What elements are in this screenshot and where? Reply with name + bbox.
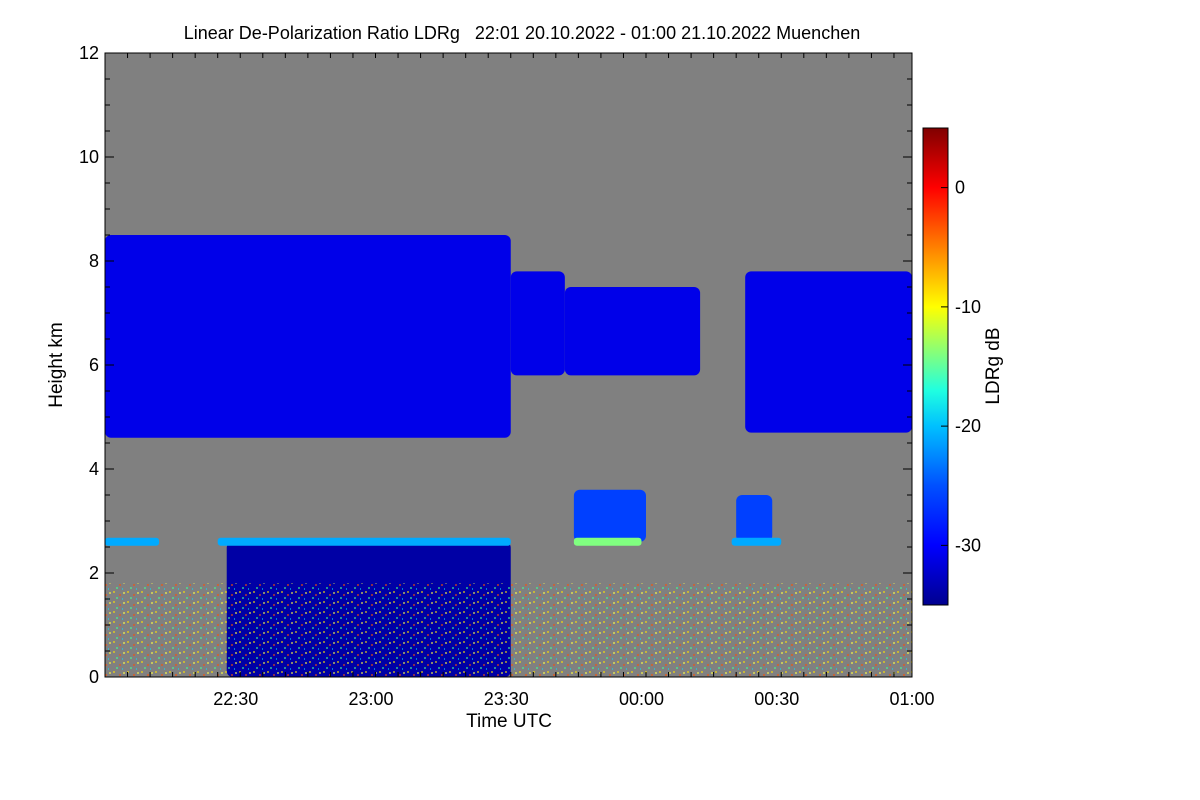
y-tick-label: 4 (89, 459, 99, 479)
y-axis-label: Height km (46, 322, 67, 408)
high-cloud-layer (745, 271, 912, 433)
y-tick-label: 10 (79, 147, 99, 167)
x-tick-label: 00:00 (619, 689, 664, 709)
colorbar-tick-label: -20 (955, 416, 981, 436)
colorbar-label: LDRg dB (983, 327, 1004, 404)
y-tick-label: 0 (89, 667, 99, 687)
mid-level-cloud (573, 489, 647, 542)
x-tick-label: 01:00 (889, 689, 934, 709)
surface-noise (105, 583, 912, 677)
y-tick-label: 12 (79, 43, 99, 63)
high-cloud-layer (105, 235, 511, 438)
thin-layer (217, 537, 511, 546)
thin-layer (731, 537, 782, 546)
thin-layer (573, 537, 642, 546)
colorbar-tick-label: -10 (955, 297, 981, 317)
x-tick-label: 23:30 (484, 689, 529, 709)
x-tick-label: 22:30 (213, 689, 258, 709)
chart-title: Linear De-Polarization Ratio LDRg 22:01 … (184, 23, 860, 43)
mid-level-cloud (736, 495, 773, 542)
plot-area (105, 53, 912, 677)
colorbar-tick-label: 0 (955, 178, 965, 198)
y-tick-label: 6 (89, 355, 99, 375)
y-tick-label: 8 (89, 251, 99, 271)
x-tick-label: 00:30 (754, 689, 799, 709)
colorbar-ticks: 0 -10 -20 -30 (941, 178, 981, 555)
colorbar-gradient (922, 127, 949, 606)
high-cloud-layer (564, 287, 701, 376)
y-axis: 0 2 4 6 8 10 12 (79, 43, 912, 687)
x-axis-label: Time UTC (466, 711, 552, 732)
x-tick-label: 23:00 (348, 689, 393, 709)
x-axis: 22:30 23:00 23:30 00:00 00:30 01:00 (104, 53, 935, 709)
thin-layer (105, 537, 160, 546)
colorbar: 0 -10 -20 -30 LDRg dB (922, 127, 1004, 606)
high-cloud-layer (510, 271, 565, 376)
y-tick-label: 2 (89, 563, 99, 583)
colorbar-tick-label: -30 (955, 535, 981, 555)
